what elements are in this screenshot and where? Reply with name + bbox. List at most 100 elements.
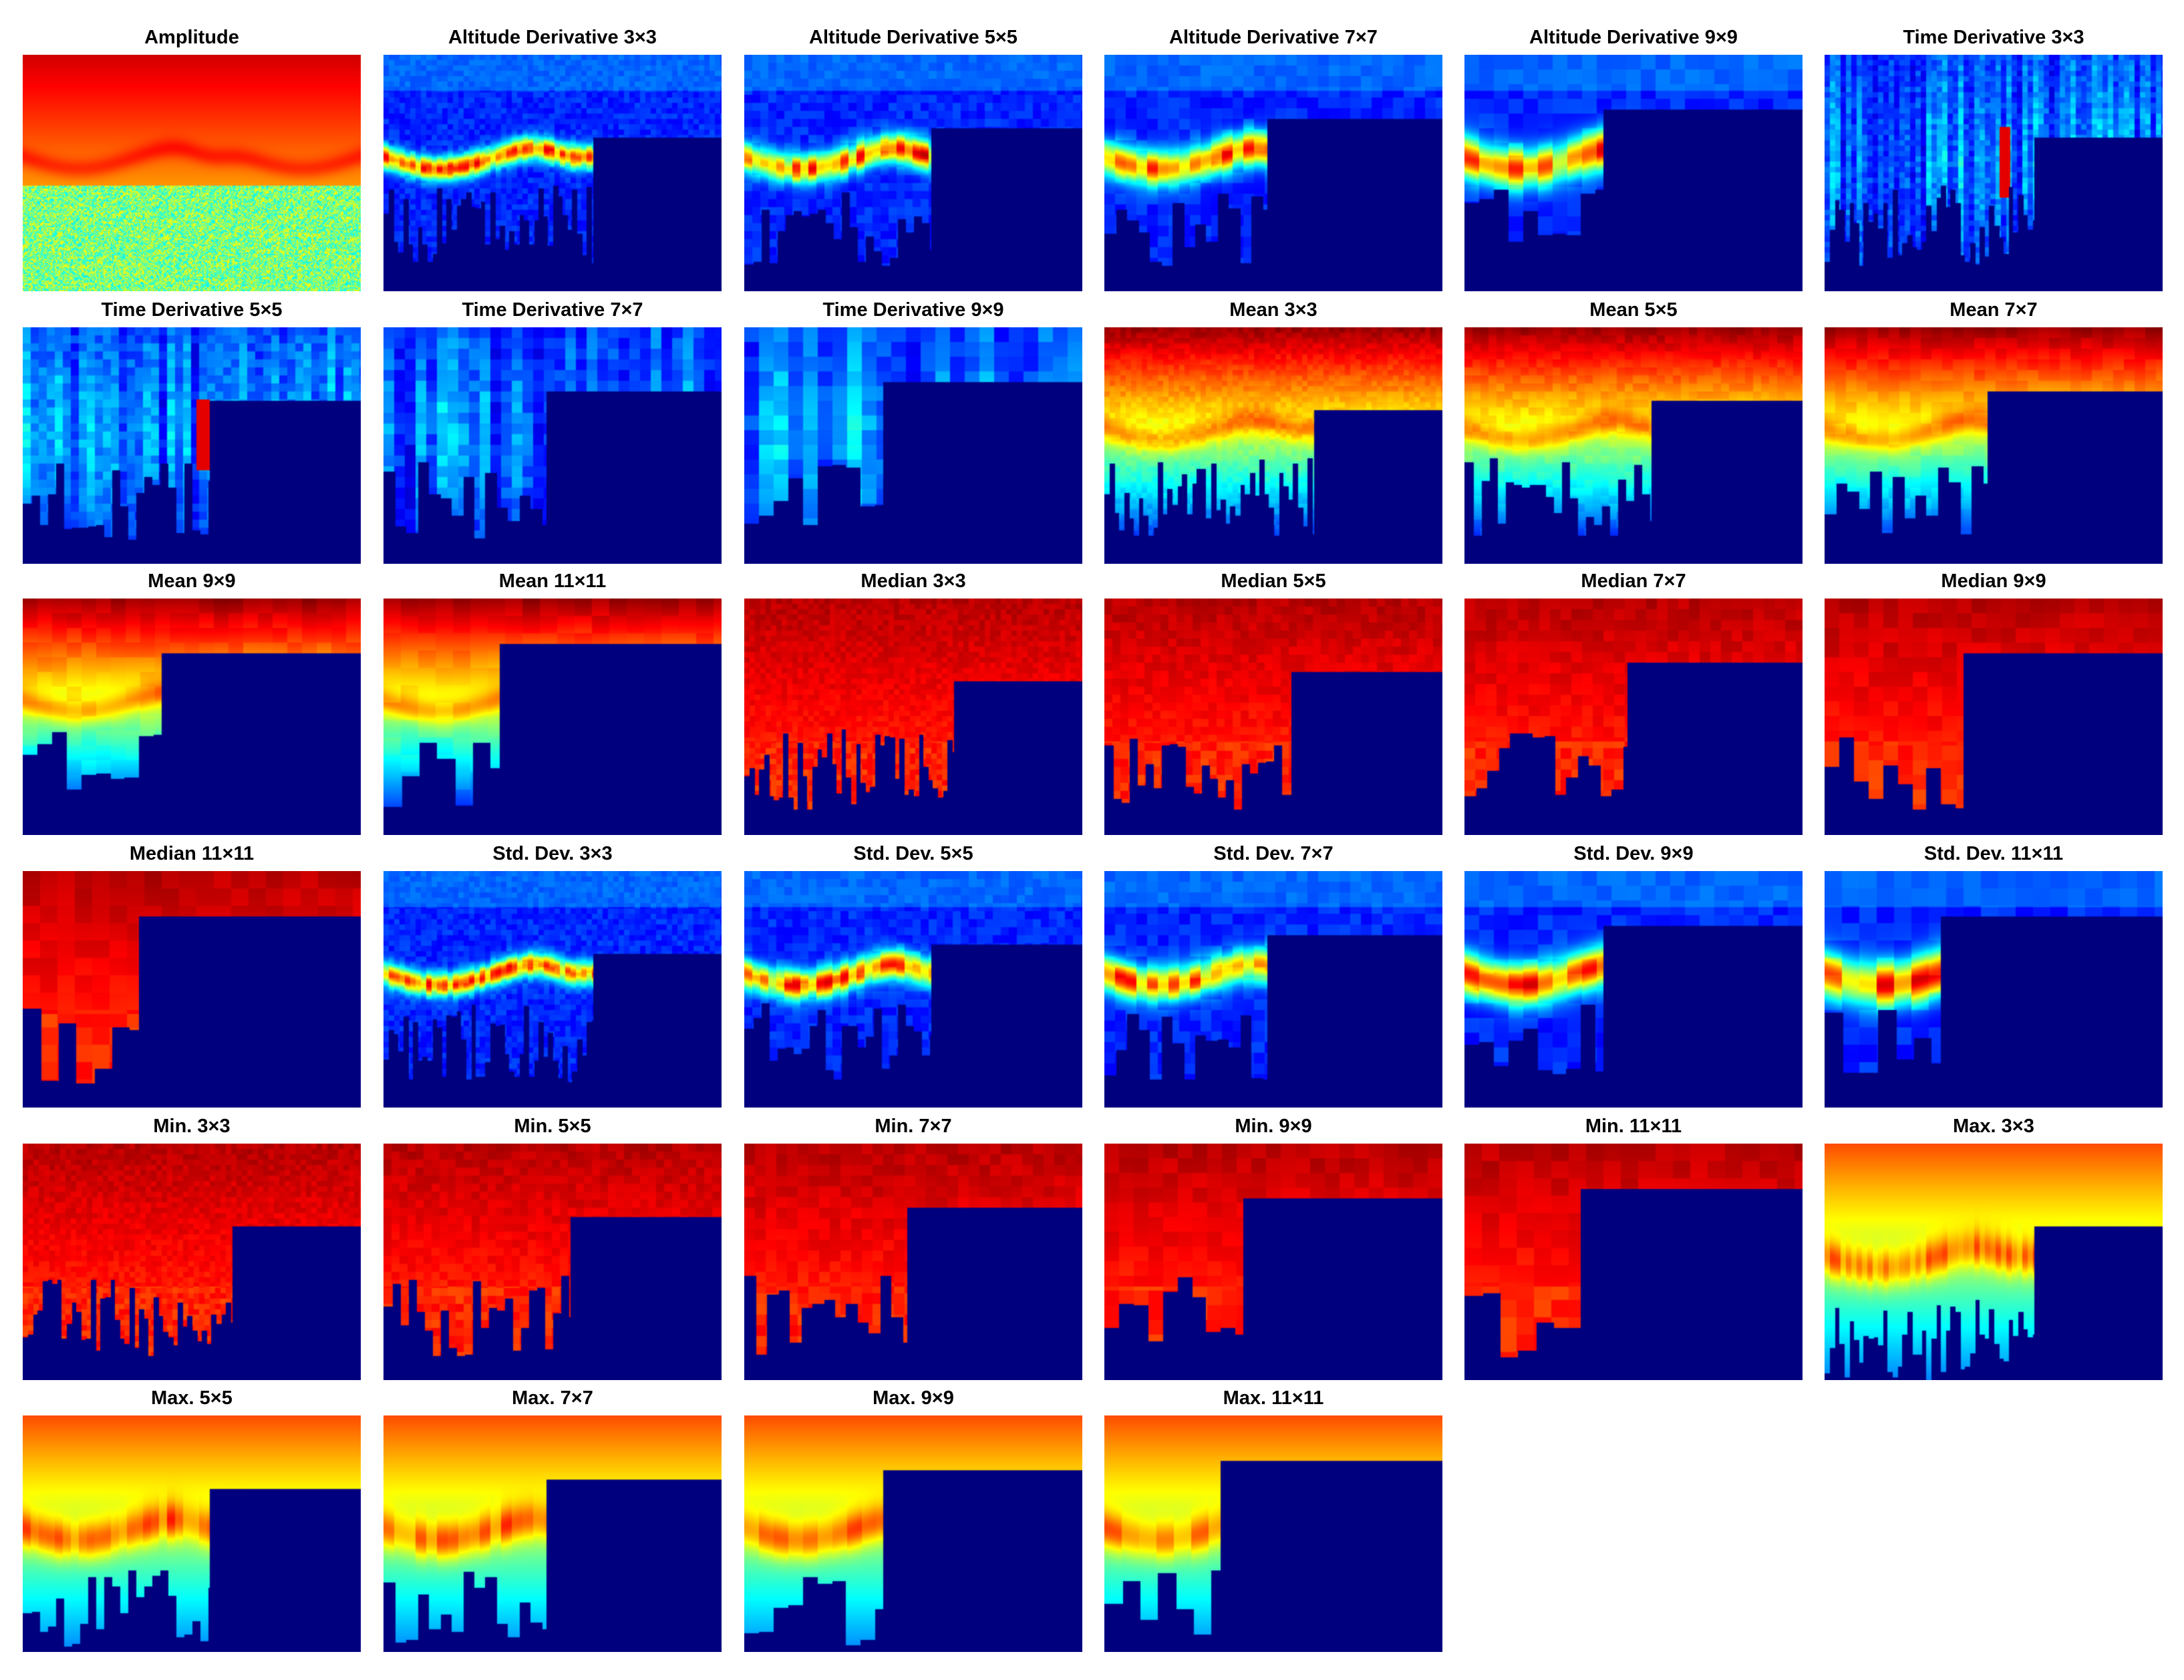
heatmap-canvas xyxy=(23,1415,361,1652)
panel-max-7x7: Max. 7×7 xyxy=(383,1386,722,1652)
heatmap-canvas xyxy=(1104,55,1442,291)
heatmap-canvas xyxy=(1464,599,1803,835)
panel-title: Min. 3×3 xyxy=(153,1116,230,1137)
panel-title: Altitude Derivative 7×7 xyxy=(1169,27,1378,48)
heatmap-canvas xyxy=(383,55,722,291)
heatmap-canvas xyxy=(1104,1144,1442,1380)
heatmap-image xyxy=(23,871,361,1108)
panel-time-derivative-9x9: Time Derivative 9×9 xyxy=(744,298,1082,564)
heatmap-image xyxy=(744,599,1082,835)
panel-median-3x3: Median 3×3 xyxy=(744,569,1082,835)
heatmap-image xyxy=(1104,1144,1442,1380)
panel-title: Min. 5×5 xyxy=(514,1116,591,1137)
panel-median-7x7: Median 7×7 xyxy=(1464,569,1803,835)
heatmap-image xyxy=(744,871,1082,1108)
panel-mean-3x3: Mean 3×3 xyxy=(1104,298,1442,564)
heatmap-image xyxy=(1825,55,2163,291)
panel-title: Std. Dev. 11×11 xyxy=(1923,843,2064,864)
panel-title: Median 7×7 xyxy=(1581,570,1686,592)
heatmap-canvas xyxy=(744,327,1082,564)
heatmap-image xyxy=(1464,327,1803,564)
heatmap-image xyxy=(1104,871,1442,1108)
panel-title: Altitude Derivative 9×9 xyxy=(1529,27,1738,48)
panel-title: Std. Dev. 9×9 xyxy=(1573,843,1694,864)
heatmap-canvas xyxy=(1825,871,2163,1108)
panel-min-5x5: Min. 5×5 xyxy=(383,1114,722,1380)
panel-median-5x5: Median 5×5 xyxy=(1104,569,1442,835)
panel-mean-5x5: Mean 5×5 xyxy=(1464,298,1803,564)
panel-title: Mean 7×7 xyxy=(1949,299,2038,321)
heatmap-canvas xyxy=(1464,55,1803,291)
panel-max-11x11: Max. 11×11 xyxy=(1104,1386,1442,1652)
heatmap-canvas xyxy=(23,327,361,564)
heatmap-canvas xyxy=(1825,55,2163,291)
panel-min-3x3: Min. 3×3 xyxy=(23,1114,361,1380)
panel-title: Median 11×11 xyxy=(129,843,255,864)
heatmap-image xyxy=(1104,55,1442,291)
panel-min-11x11: Min. 11×11 xyxy=(1464,1114,1803,1380)
heatmap-canvas xyxy=(1104,327,1442,564)
panel-time-derivative-7x7: Time Derivative 7×7 xyxy=(383,298,722,564)
heatmap-canvas xyxy=(23,871,361,1108)
panel-title: Time Derivative 7×7 xyxy=(462,299,643,321)
panel-title: Altitude Derivative 5×5 xyxy=(809,27,1018,48)
panel-title: Max. 5×5 xyxy=(151,1387,232,1409)
panel-max-3x3: Max. 3×3 xyxy=(1825,1114,2163,1380)
panel-min-7x7: Min. 7×7 xyxy=(744,1114,1082,1380)
panel-std-dev-9x9: Std. Dev. 9×9 xyxy=(1464,842,1803,1108)
panel-title: Time Derivative 9×9 xyxy=(822,299,1004,321)
panel-title: Max. 3×3 xyxy=(1953,1116,2034,1137)
heatmap-image xyxy=(383,327,722,564)
panel-mean-9x9: Mean 9×9 xyxy=(23,569,361,835)
heatmap-image xyxy=(23,327,361,564)
heatmap-image xyxy=(383,1144,722,1380)
heatmap-image xyxy=(23,55,361,291)
heatmap-image xyxy=(744,55,1082,291)
panel-altitude-derivative-9x9: Altitude Derivative 9×9 xyxy=(1464,25,1803,291)
panel-max-5x5: Max. 5×5 xyxy=(23,1386,361,1652)
heatmap-canvas xyxy=(1104,871,1442,1108)
panel-std-dev-11x11: Std. Dev. 11×11 xyxy=(1825,842,2163,1108)
heatmap-canvas xyxy=(1104,599,1442,835)
heatmap-canvas xyxy=(383,599,722,835)
heatmap-image xyxy=(383,55,722,291)
panel-altitude-derivative-7x7: Altitude Derivative 7×7 xyxy=(1104,25,1442,291)
panel-median-9x9: Median 9×9 xyxy=(1825,569,2163,835)
heatmap-image xyxy=(383,871,722,1108)
heatmap-image xyxy=(1825,871,2163,1108)
panel-max-9x9: Max. 9×9 xyxy=(744,1386,1082,1652)
panel-amplitude: Amplitude xyxy=(23,25,361,291)
heatmap-canvas xyxy=(744,871,1082,1108)
heatmap-canvas xyxy=(1464,327,1803,564)
panel-time-derivative-3x3: Time Derivative 3×3 xyxy=(1825,25,2163,291)
heatmap-canvas xyxy=(1825,327,2163,564)
panel-time-derivative-5x5: Time Derivative 5×5 xyxy=(23,298,361,564)
panel-title: Max. 9×9 xyxy=(873,1387,954,1409)
panel-altitude-derivative-5x5: Altitude Derivative 5×5 xyxy=(744,25,1082,291)
heatmap-canvas xyxy=(383,1144,722,1380)
heatmap-canvas xyxy=(383,871,722,1108)
panel-title: Min. 7×7 xyxy=(875,1116,952,1137)
panel-title: Time Derivative 5×5 xyxy=(101,299,283,321)
panel-std-dev-7x7: Std. Dev. 7×7 xyxy=(1104,842,1442,1108)
panel-title: Mean 3×3 xyxy=(1229,299,1317,321)
heatmap-canvas xyxy=(1104,1415,1442,1652)
panel-title: Std. Dev. 5×5 xyxy=(853,843,973,864)
heatmap-canvas xyxy=(744,55,1082,291)
panel-title: Max. 7×7 xyxy=(512,1387,593,1409)
panel-title: Std. Dev. 7×7 xyxy=(1213,843,1334,864)
heatmap-canvas xyxy=(1464,1144,1803,1380)
panel-median-11x11: Median 11×11 xyxy=(23,842,361,1108)
panel-title: Mean 11×11 xyxy=(498,570,607,592)
heatmap-image xyxy=(744,1415,1082,1652)
heatmap-image xyxy=(744,1144,1082,1380)
heatmap-image xyxy=(1104,1415,1442,1652)
heatmap-canvas xyxy=(383,1415,722,1652)
heatmap-image xyxy=(1825,327,2163,564)
panel-title: Std. Dev. 3×3 xyxy=(492,843,613,864)
panel-title: Altitude Derivative 3×3 xyxy=(448,27,657,48)
panel-mean-11x11: Mean 11×11 xyxy=(383,569,722,835)
heatmap-canvas xyxy=(744,1415,1082,1652)
heatmap-image xyxy=(1464,55,1803,291)
heatmap-image xyxy=(1825,1144,2163,1380)
